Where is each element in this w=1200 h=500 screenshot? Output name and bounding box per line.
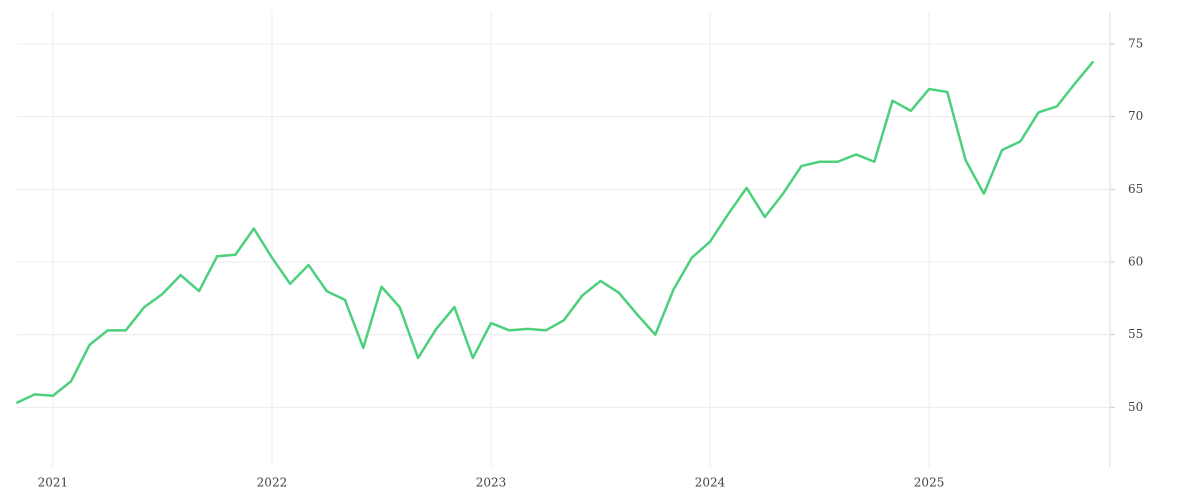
y-tick-label: 75 xyxy=(1128,36,1143,50)
y-tick-label: 70 xyxy=(1128,109,1143,123)
x-tick-label: 2021 xyxy=(38,476,69,490)
line xyxy=(15,60,1095,405)
y-tick-label: 60 xyxy=(1128,255,1143,269)
y-tick-label: 50 xyxy=(1128,400,1143,414)
x-tick-label: 2024 xyxy=(695,476,726,490)
x-tick-label: 2022 xyxy=(257,476,288,490)
y-tick-label: 65 xyxy=(1128,182,1143,196)
x-tick-label: 2023 xyxy=(476,476,507,490)
y-tick-label: 55 xyxy=(1128,327,1143,341)
x-tick-label: 2025 xyxy=(914,476,945,490)
